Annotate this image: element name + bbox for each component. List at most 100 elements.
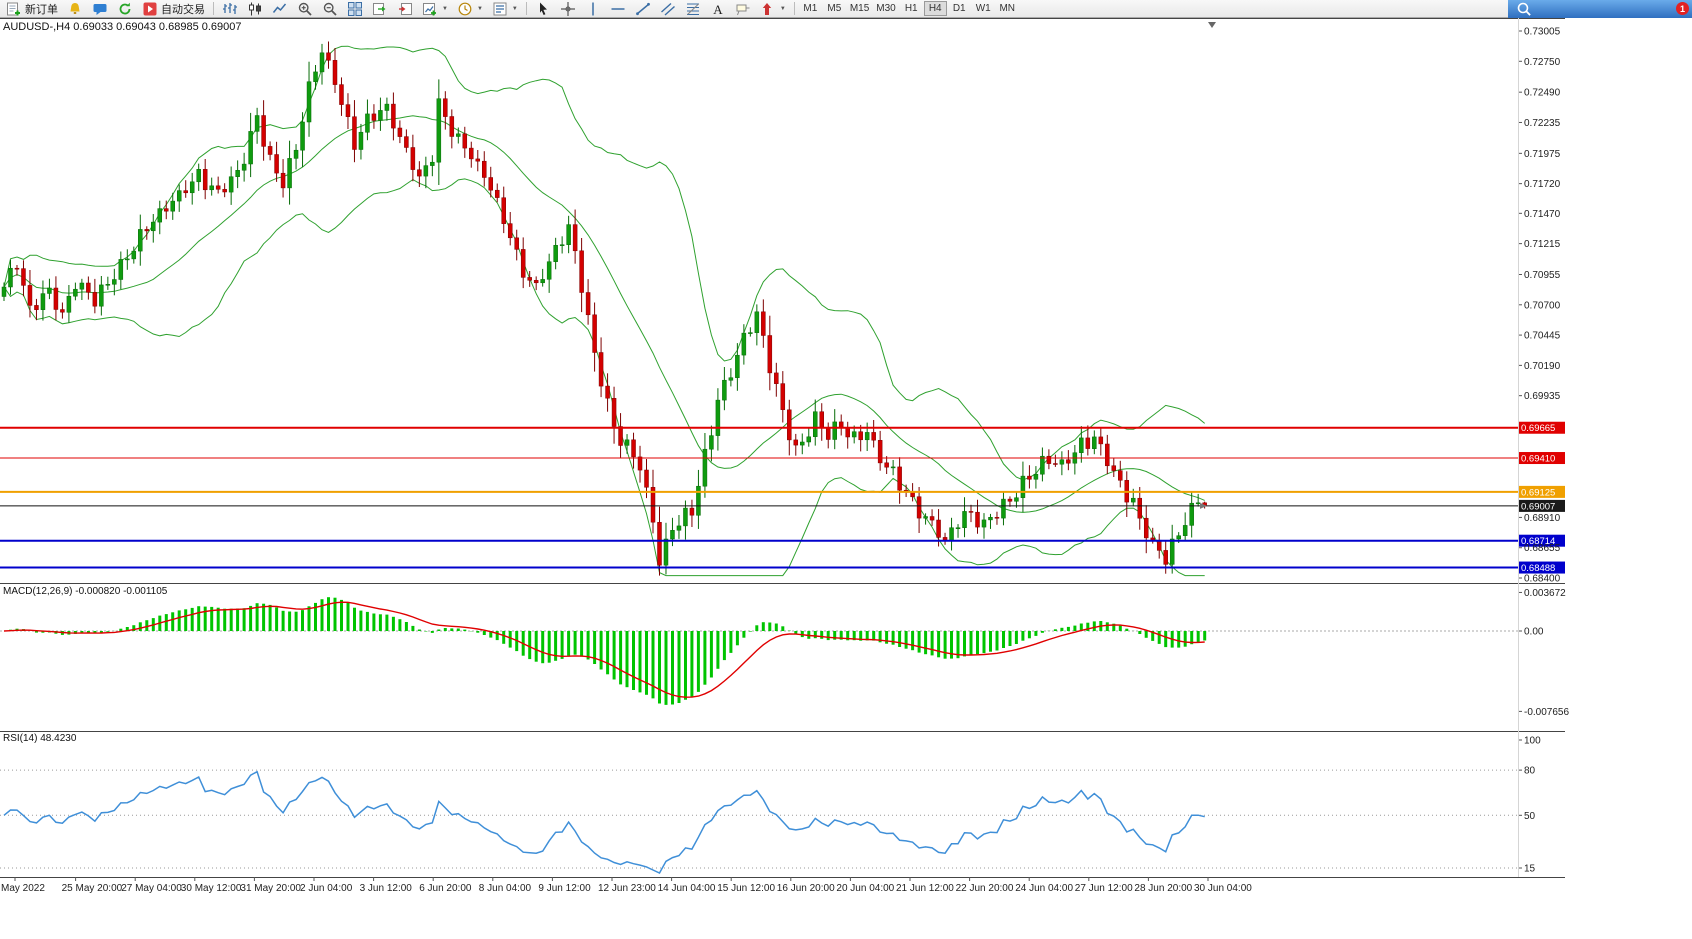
timeframe-m1-button[interactable]: M1: [799, 1, 822, 16]
price-axis-label: 0.68655: [1524, 543, 1561, 554]
rsi-axis-label: 15: [1524, 864, 1536, 875]
rsi-axis-label: 50: [1524, 811, 1536, 822]
macd-signal-line: [3, 601, 1205, 698]
refresh-button[interactable]: [113, 1, 137, 17]
timeframe-mn-button[interactable]: MN: [996, 1, 1019, 16]
zoom-in-button[interactable]: [293, 1, 317, 17]
vertical-line-button[interactable]: [581, 1, 605, 17]
notification-badge[interactable]: 1: [1676, 2, 1689, 15]
time-axis-label: 30 May 12:00: [181, 883, 242, 894]
rsi-panel[interactable]: [0, 731, 1518, 877]
line-chart-icon: [272, 3, 287, 13]
price-axis-label: 0.70445: [1524, 331, 1561, 342]
zoom-in-icon: [298, 2, 312, 16]
timeframe-w1-button[interactable]: W1: [972, 1, 995, 16]
dropdown-caret-icon: ▼: [511, 5, 518, 12]
crosshair-icon: [560, 1, 575, 16]
time-axis-label: 31 May 20:00: [240, 883, 301, 894]
bid-price-badge-label: 0.69007: [1521, 501, 1555, 512]
macd-panel[interactable]: [0, 583, 1518, 731]
candles-chart-button[interactable]: [243, 1, 267, 17]
chat-icon: [93, 3, 107, 15]
tile-windows-button[interactable]: [343, 1, 367, 17]
auto-trading-icon: [142, 1, 158, 17]
price-axis-label: 0.72750: [1524, 57, 1561, 68]
toolbar-chart-icon-group: ▼ ▼ ▼: [218, 1, 522, 17]
time-axis-label: 14 Jun 04:00: [658, 883, 716, 894]
bell-button[interactable]: [63, 1, 87, 17]
price-level-badge-label: 0.68488: [1521, 563, 1555, 574]
time-axis-label: 3 Jun 12:00: [360, 883, 413, 894]
text-button[interactable]: A: [706, 1, 730, 17]
time-axis-label: 27 Jun 12:00: [1075, 883, 1133, 894]
timeframe-h4-button[interactable]: H4: [923, 1, 947, 16]
timeframe-m5-button[interactable]: M5: [823, 1, 846, 16]
time-axis-label: 9 Jun 12:00: [538, 883, 591, 894]
text-icon: A: [713, 2, 723, 17]
search-icon[interactable]: [1516, 1, 1532, 17]
candlestick-series: [1, 41, 1207, 576]
crosshair-button[interactable]: [556, 1, 580, 17]
time-axis-label: 16 Jun 20:00: [777, 883, 835, 894]
toolbar-separator: [525, 2, 527, 15]
time-axis-label: 15 Jun 12:00: [717, 883, 775, 894]
time-axis-label: 21 Jun 12:00: [896, 883, 954, 894]
price-scale-area[interactable]: [1518, 18, 1565, 877]
profiles-button[interactable]: ▼: [453, 1, 487, 17]
price-level-badge-label: 0.69125: [1521, 487, 1555, 498]
main-chart-panel[interactable]: [0, 18, 1518, 583]
timeframe-m30-button[interactable]: M30: [873, 1, 898, 16]
price-axis-label: 0.72490: [1524, 88, 1561, 99]
chart-shift-button[interactable]: [393, 1, 417, 17]
time-axis-label: 2 Jun 04:00: [300, 883, 353, 894]
time-axis: May 2022 25 May 20:0027 May 04:0030 May 1…: [1, 877, 1252, 894]
auto-trading-button[interactable]: 自动交易: [138, 1, 209, 17]
trendline-icon: [635, 2, 650, 15]
time-axis-area[interactable]: [0, 877, 1565, 938]
chart-shift-icon: [399, 2, 412, 15]
price-level-badge-label: 0.68714: [1521, 536, 1555, 547]
auto-scroll-button[interactable]: [368, 1, 392, 17]
new-chart-button[interactable]: ▼: [418, 1, 452, 17]
timeframe-d1-button[interactable]: D1: [948, 1, 971, 16]
line-chart-button[interactable]: [268, 1, 292, 17]
horizontal-line-button[interactable]: [606, 1, 630, 17]
equidistant-channel-button[interactable]: [656, 1, 680, 17]
text-label-button[interactable]: [731, 1, 755, 17]
rsi-label: RSI(14) 48.4230: [3, 733, 77, 744]
zoom-out-icon: [323, 2, 337, 16]
chart-shift-marker-icon[interactable]: [1208, 22, 1216, 28]
price-axis-label: 0.71720: [1524, 179, 1561, 190]
fibonacci-button[interactable]: [681, 1, 705, 17]
timeframe-group: M1 M5 M15 M30 H1 H4 D1 W1 MN: [799, 1, 1019, 16]
chart-title-ohlc: 0.69033 0.69043 0.68985 0.69007: [73, 21, 242, 33]
timeframe-h1-button[interactable]: H1: [900, 1, 923, 16]
time-axis-label: 27 May 04:00: [121, 883, 182, 894]
price-axis-label: 0.70190: [1524, 361, 1561, 372]
price-axis-label: 0.73005: [1524, 27, 1561, 38]
text-label-icon: [736, 4, 750, 15]
time-axis-label: 12 Jun 23:00: [598, 883, 656, 894]
bars-chart-icon: [223, 2, 237, 14]
bars-chart-button[interactable]: [218, 1, 242, 17]
time-axis-label: May 2022: [1, 883, 45, 894]
timeframe-m15-button[interactable]: M15: [847, 1, 872, 16]
new-order-button[interactable]: 新订单: [2, 1, 62, 17]
price-level-badge: [1519, 452, 1565, 465]
price-axis-label: 0.71470: [1524, 209, 1561, 220]
templates-button[interactable]: ▼: [488, 1, 522, 17]
price-level-badge-label: 0.69410: [1521, 454, 1555, 465]
zoom-out-button[interactable]: [318, 1, 342, 17]
chat-button[interactable]: [88, 1, 112, 17]
dropdown-caret-icon: ▼: [442, 5, 448, 12]
price-level-badge: [1519, 421, 1565, 434]
price-level-badge: [1519, 534, 1565, 547]
arrow-tools-button[interactable]: ▼: [756, 1, 790, 17]
trendline-button[interactable]: [631, 1, 655, 17]
toolbar-separator: [213, 2, 214, 15]
new-order-label: 新订单: [25, 3, 58, 16]
cursor-button[interactable]: [531, 1, 555, 17]
price-level-badge: [1519, 561, 1565, 574]
horizontal-line-icon: [611, 7, 625, 10]
